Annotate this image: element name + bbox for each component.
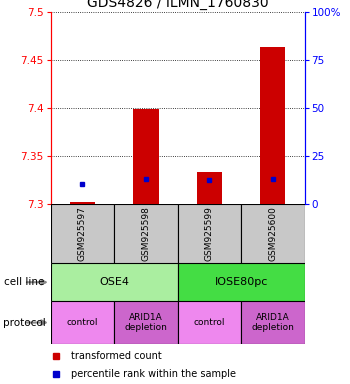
Text: GSM925597: GSM925597 (78, 206, 87, 261)
Bar (241, 204, 304, 263)
Text: protocol: protocol (4, 318, 46, 328)
Bar (114, 301, 177, 344)
Text: control: control (67, 318, 98, 327)
Bar (51, 204, 114, 263)
Text: IOSE80pc: IOSE80pc (214, 277, 268, 287)
Bar (177, 301, 241, 344)
Bar (70, 202, 95, 204)
Text: cell line: cell line (4, 277, 44, 287)
Text: control: control (194, 318, 225, 327)
Text: ARID1A
depletion: ARID1A depletion (125, 313, 167, 332)
Title: GDS4826 / ILMN_1760830: GDS4826 / ILMN_1760830 (87, 0, 268, 10)
Bar (114, 204, 177, 263)
Bar (241, 301, 304, 344)
Text: percentile rank within the sample: percentile rank within the sample (71, 369, 236, 379)
Bar (177, 263, 304, 301)
Bar (260, 47, 286, 204)
Bar (197, 172, 222, 204)
Bar (177, 204, 241, 263)
Bar (133, 109, 159, 204)
Text: GSM925600: GSM925600 (268, 206, 277, 261)
Text: GSM925598: GSM925598 (141, 206, 150, 261)
Text: transformed count: transformed count (71, 351, 162, 361)
Text: OSE4: OSE4 (99, 277, 129, 287)
Text: ARID1A
depletion: ARID1A depletion (251, 313, 294, 332)
Text: GSM925599: GSM925599 (205, 206, 214, 261)
Bar (51, 263, 177, 301)
Bar (51, 301, 114, 344)
